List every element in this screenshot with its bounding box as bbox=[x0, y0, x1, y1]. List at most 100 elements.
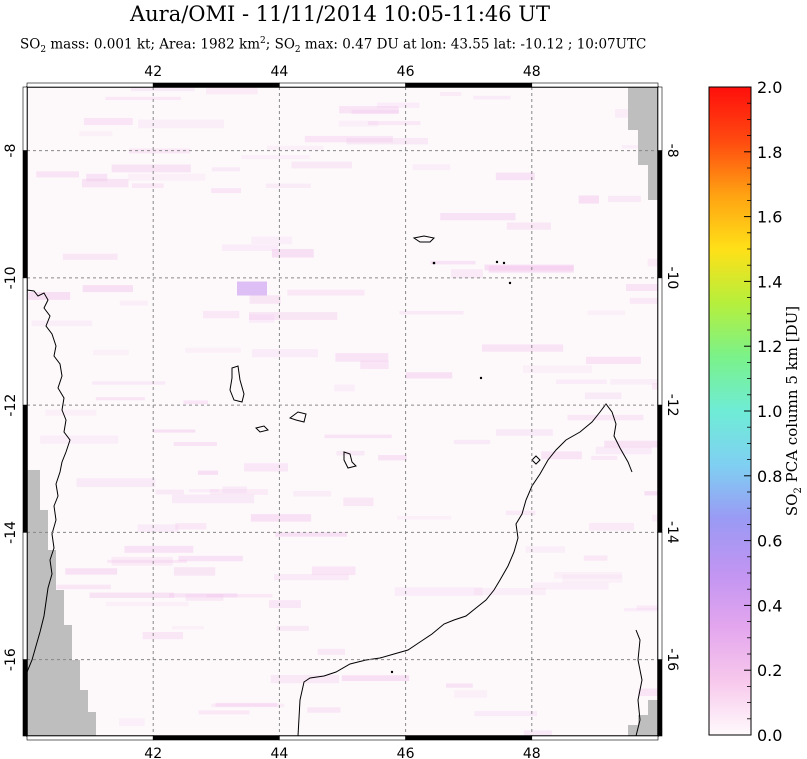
coastlines bbox=[27, 235, 643, 736]
so2-streak bbox=[28, 291, 71, 300]
so2-streak bbox=[209, 489, 268, 495]
so2-streak bbox=[265, 183, 311, 189]
so2-streak bbox=[172, 626, 204, 630]
map-background bbox=[27, 87, 658, 736]
so2-streak bbox=[188, 489, 219, 493]
coastline-madagascar bbox=[297, 403, 633, 736]
so2-streak bbox=[45, 409, 97, 416]
grid-lines bbox=[27, 87, 658, 736]
so2-streak bbox=[168, 593, 238, 598]
x-tick-label-top: 44 bbox=[270, 64, 288, 80]
so2-streak bbox=[119, 300, 148, 306]
so2-streak bbox=[604, 440, 658, 448]
axis-bar-right bbox=[657, 659, 663, 737]
so2-streak bbox=[172, 494, 255, 504]
subtitle-mass: mass: 0.001 kt; Area: 1982 km bbox=[46, 36, 260, 53]
so2-streak bbox=[554, 571, 623, 579]
so2-streak bbox=[583, 555, 608, 561]
axis-bar-left bbox=[22, 404, 28, 533]
axis-bar-top bbox=[405, 82, 533, 88]
so2-streak bbox=[339, 106, 399, 114]
x-tick-label-bottom: 48 bbox=[523, 746, 541, 759]
so2-streak bbox=[591, 455, 618, 460]
so2-streak bbox=[523, 365, 593, 373]
so2-streak bbox=[474, 588, 546, 596]
axis-bar-top bbox=[152, 82, 280, 88]
so2-streak bbox=[251, 349, 319, 358]
so2-streak bbox=[221, 244, 279, 251]
chart-subtitle: SO2 mass: 0.001 kt; Area: 1982 km2; SO2 … bbox=[20, 36, 646, 55]
so2-streak bbox=[324, 434, 392, 439]
so2-streak bbox=[523, 730, 552, 736]
so2-streak bbox=[587, 310, 625, 316]
so2-streak bbox=[336, 450, 365, 456]
so2-streak bbox=[183, 400, 209, 405]
y-tick-label-left: -12 bbox=[3, 394, 19, 417]
so2-max-pixel bbox=[237, 281, 268, 296]
so2-streak bbox=[56, 584, 111, 590]
so2-streak bbox=[128, 173, 206, 181]
so2-streak bbox=[251, 236, 293, 245]
so2-streak bbox=[124, 545, 194, 553]
so2-streak bbox=[105, 96, 181, 101]
subtitle-so2-label: SO bbox=[20, 36, 41, 53]
so2-streak bbox=[335, 353, 389, 362]
colorbar-tick-label: 0.0 bbox=[757, 726, 782, 745]
so2-streak bbox=[65, 568, 118, 575]
so2-streak bbox=[360, 360, 389, 369]
so2-streak bbox=[607, 195, 641, 202]
x-tick-label-top: 46 bbox=[397, 64, 415, 80]
so2-streak bbox=[394, 587, 483, 596]
so2-streak bbox=[197, 470, 219, 475]
so2-streak bbox=[647, 258, 658, 267]
x-tick-label-bottom: 42 bbox=[144, 746, 162, 759]
colorbar-tick-label: 0.4 bbox=[757, 596, 782, 615]
axis-bar-top bbox=[279, 82, 406, 88]
so2-streak bbox=[198, 710, 250, 715]
axis-bar-top bbox=[531, 82, 659, 88]
so2-streak bbox=[107, 559, 187, 563]
so2-streak bbox=[86, 173, 108, 182]
so2-streak bbox=[31, 320, 93, 327]
so2-streak bbox=[293, 490, 332, 497]
so2-streak bbox=[275, 532, 347, 537]
subtitle-max: max: 0.47 DU at lon: 43.55 lat: -10.12 ;… bbox=[300, 36, 647, 53]
so2-streak bbox=[412, 164, 451, 171]
no-data-southeast bbox=[628, 700, 658, 736]
so2-streak bbox=[506, 222, 551, 230]
so2-streak bbox=[636, 605, 658, 610]
so2-streak bbox=[567, 414, 644, 421]
axis-bar-top bbox=[26, 82, 154, 88]
y-tick-label-right: -16 bbox=[664, 648, 680, 671]
so2-streak bbox=[556, 379, 607, 385]
so2-streak bbox=[541, 451, 582, 460]
so2-streak bbox=[623, 607, 658, 612]
so2-streak bbox=[584, 392, 622, 400]
so2-streak bbox=[211, 188, 242, 194]
subtitle-sub: 2 bbox=[40, 45, 47, 56]
chart-title: Aura/OMI - 11/11/2014 10:05-11:46 UT bbox=[129, 2, 550, 26]
island-dot bbox=[502, 261, 506, 265]
axis-bar-bottom bbox=[26, 735, 154, 741]
so2-streak bbox=[399, 310, 464, 315]
no-data-west bbox=[27, 470, 96, 736]
colorbar-tick-label: 1.2 bbox=[757, 337, 782, 356]
axis-bar-right bbox=[657, 404, 663, 533]
so2-streak bbox=[505, 510, 536, 516]
so2-streak bbox=[155, 489, 184, 495]
so2-streak bbox=[105, 601, 189, 607]
axis-bar-bottom bbox=[531, 735, 659, 741]
island-anjouan bbox=[288, 411, 307, 423]
axis-bar-left bbox=[22, 659, 28, 737]
no-data-northeast bbox=[628, 87, 658, 200]
so2-streak bbox=[271, 249, 314, 258]
so2-streak bbox=[153, 429, 196, 433]
so2-streak bbox=[276, 625, 309, 631]
so2-streak bbox=[484, 264, 574, 271]
y-tick-label-right: -14 bbox=[664, 521, 680, 544]
axis-bar-right bbox=[657, 86, 663, 151]
so2-streak bbox=[586, 356, 641, 364]
so2-streak bbox=[185, 594, 224, 601]
so2-streak bbox=[378, 455, 407, 461]
